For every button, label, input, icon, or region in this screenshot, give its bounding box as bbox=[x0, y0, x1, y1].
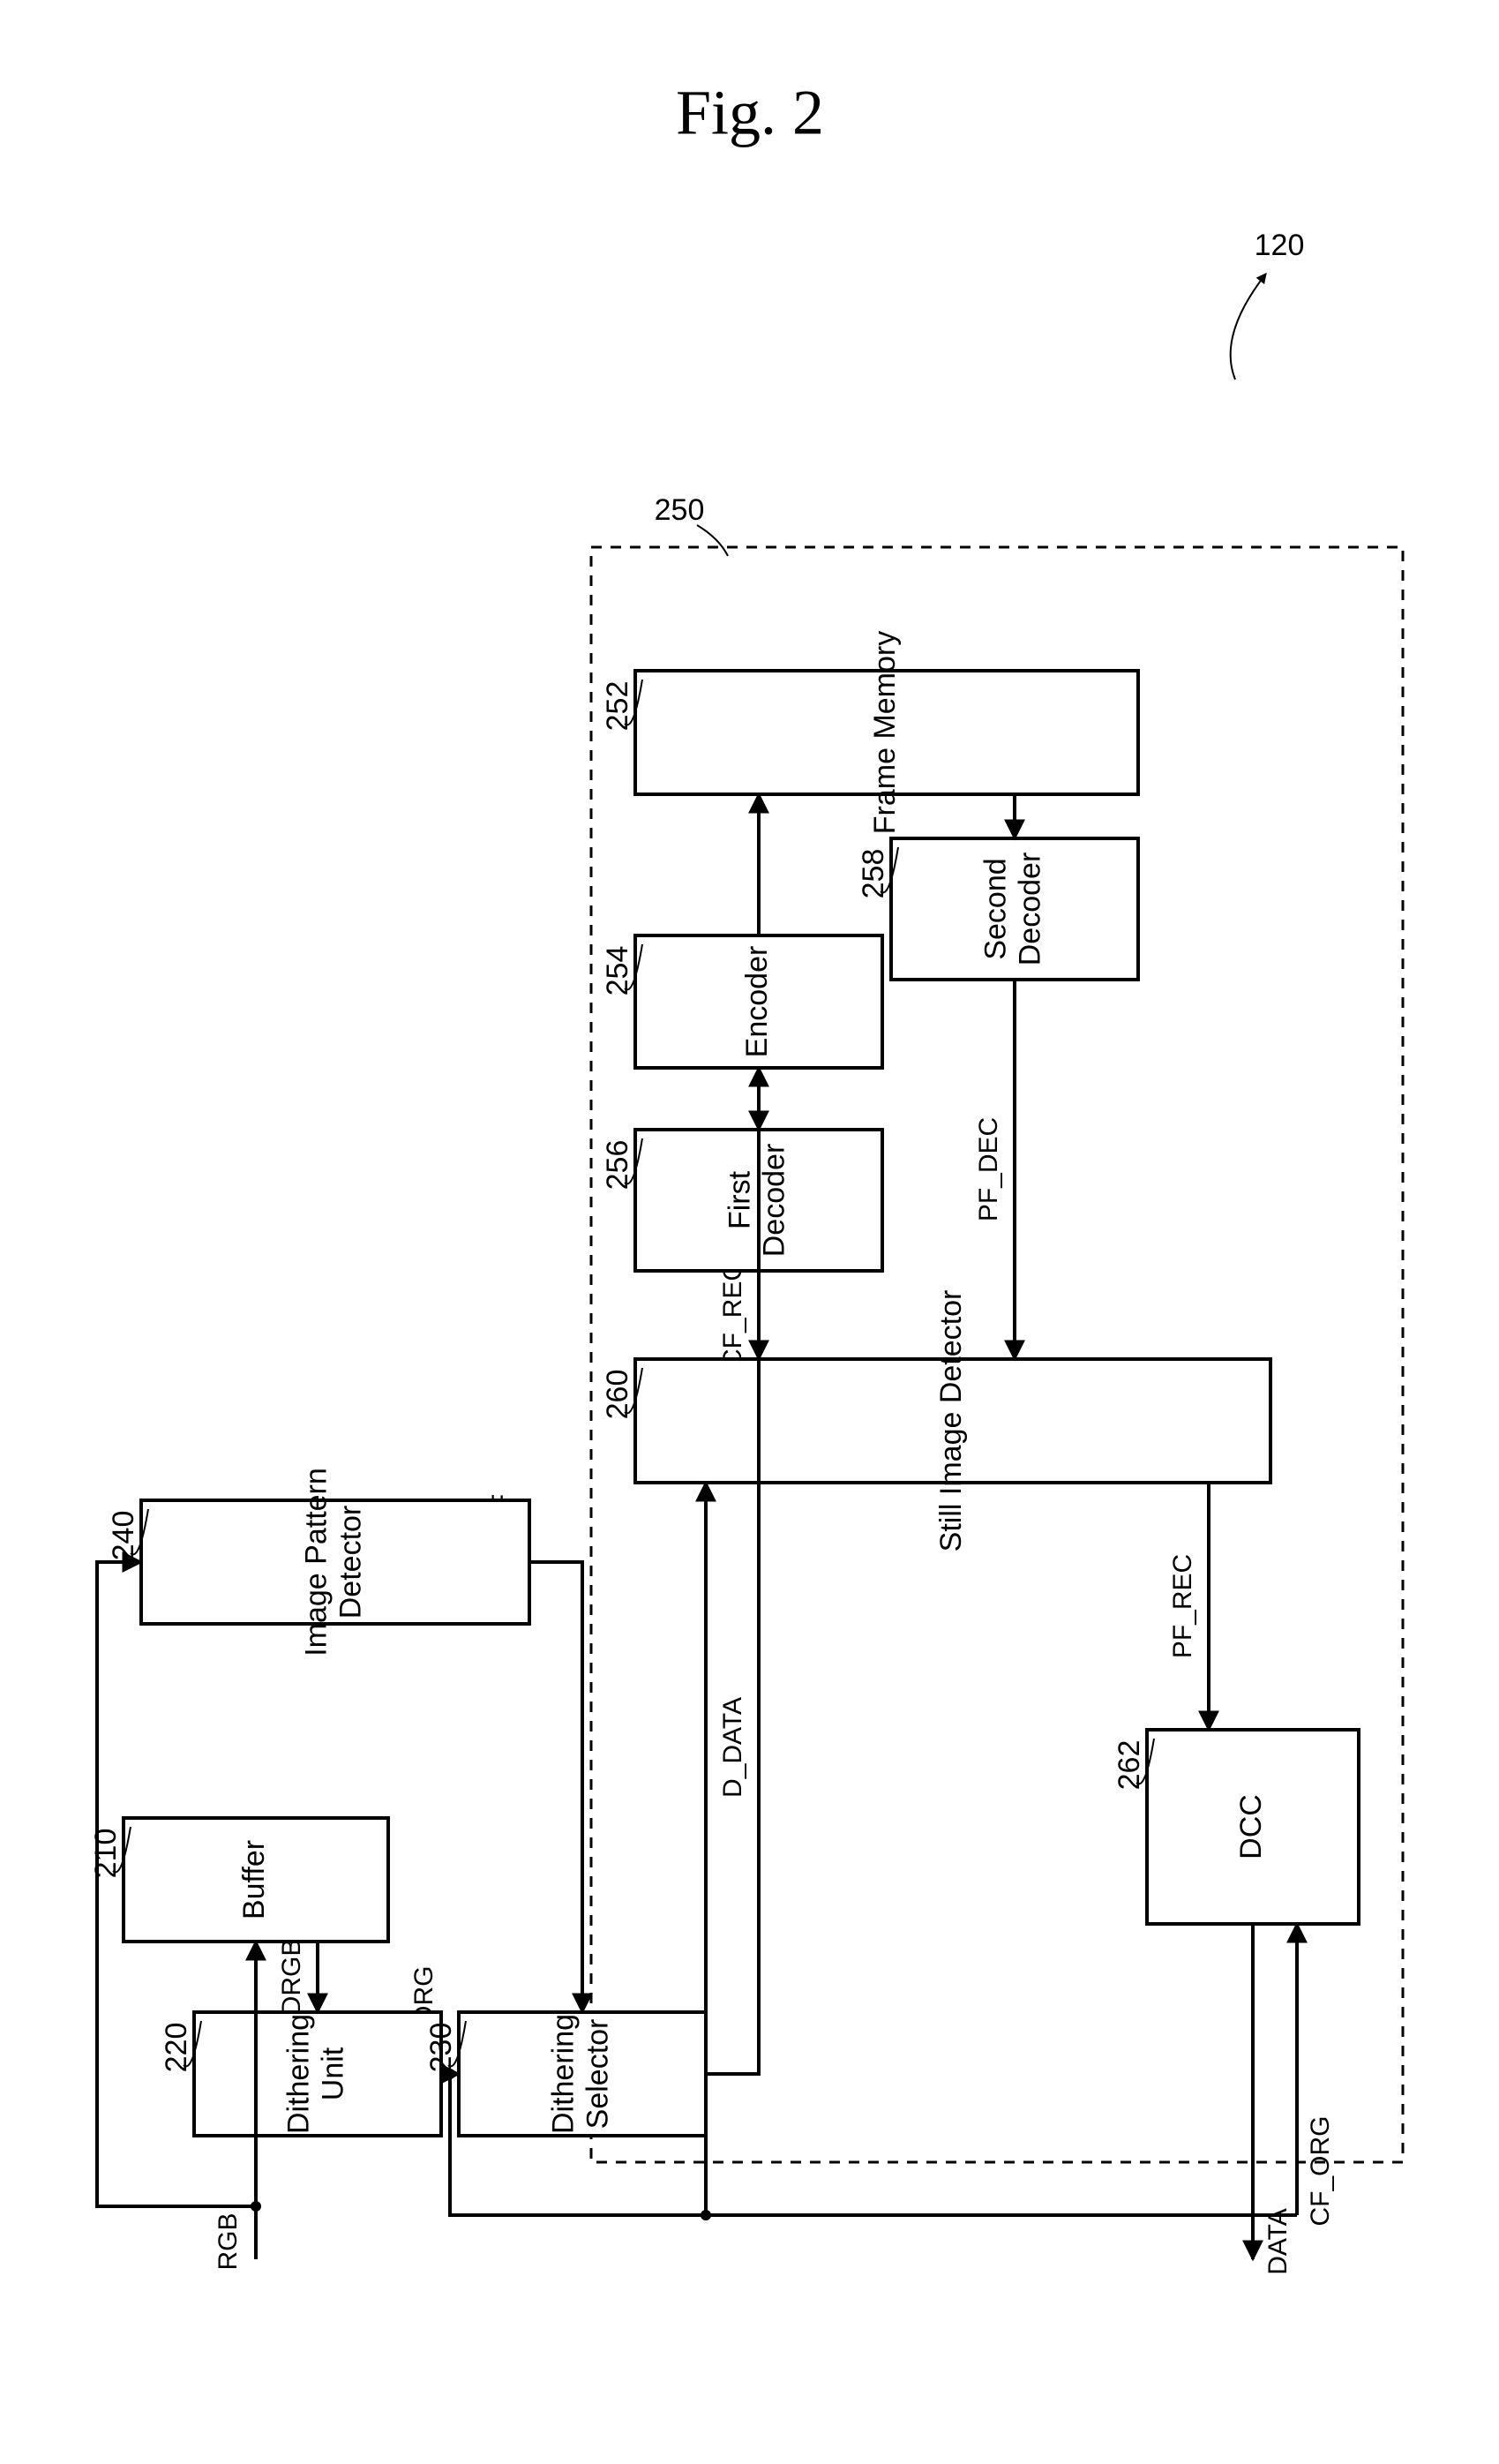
encoder-label-0: Encoder bbox=[740, 946, 774, 1058]
signal-pf_dec: PF_DEC bbox=[974, 1117, 1003, 1221]
pattern-label-1: Detector bbox=[334, 1506, 368, 1619]
buffer-label-0: Buffer bbox=[237, 1840, 271, 1919]
figure-title: Fig. 2 bbox=[676, 78, 824, 148]
firstdec-label-0: First bbox=[723, 1170, 756, 1229]
selector-label-0: Dithering bbox=[546, 2014, 580, 2134]
signal-data: DATA bbox=[1263, 2208, 1293, 2275]
dcc-label-0: DCC bbox=[1234, 1794, 1268, 1859]
signal-d_data: D_DATA bbox=[718, 1697, 747, 1798]
signal-pf_rec: PF_REC bbox=[1168, 1554, 1197, 1658]
ref-250: 250 bbox=[655, 493, 705, 527]
ref-120-arrow bbox=[1231, 274, 1266, 379]
selector-label-1: Selector bbox=[581, 2019, 615, 2130]
frame-label-0: Frame Memory bbox=[868, 631, 902, 834]
dither-label-0: Dithering bbox=[281, 2014, 315, 2134]
seconddec-label-1: Decoder bbox=[1014, 853, 1047, 966]
still-label-0: Still Image Detector bbox=[934, 1290, 968, 1552]
firstdec-label-1: Decoder bbox=[758, 1144, 791, 1258]
dither-label-1: Unit bbox=[317, 2047, 350, 2100]
wire-doff bbox=[529, 1562, 582, 2012]
signal-rgb: RGB bbox=[214, 2212, 243, 2270]
pattern-label-0: Image Pattern bbox=[299, 1468, 333, 1656]
ref-250-line bbox=[697, 525, 728, 556]
signal-cf_org2: CF_ORG bbox=[1306, 2115, 1335, 2226]
ref-120: 120 bbox=[1255, 229, 1305, 262]
seconddec-label-0: Second bbox=[978, 858, 1012, 959]
signal-drgb: DRGB bbox=[277, 1939, 306, 2016]
signal-cf_rec: CF_REC bbox=[718, 1262, 747, 1368]
